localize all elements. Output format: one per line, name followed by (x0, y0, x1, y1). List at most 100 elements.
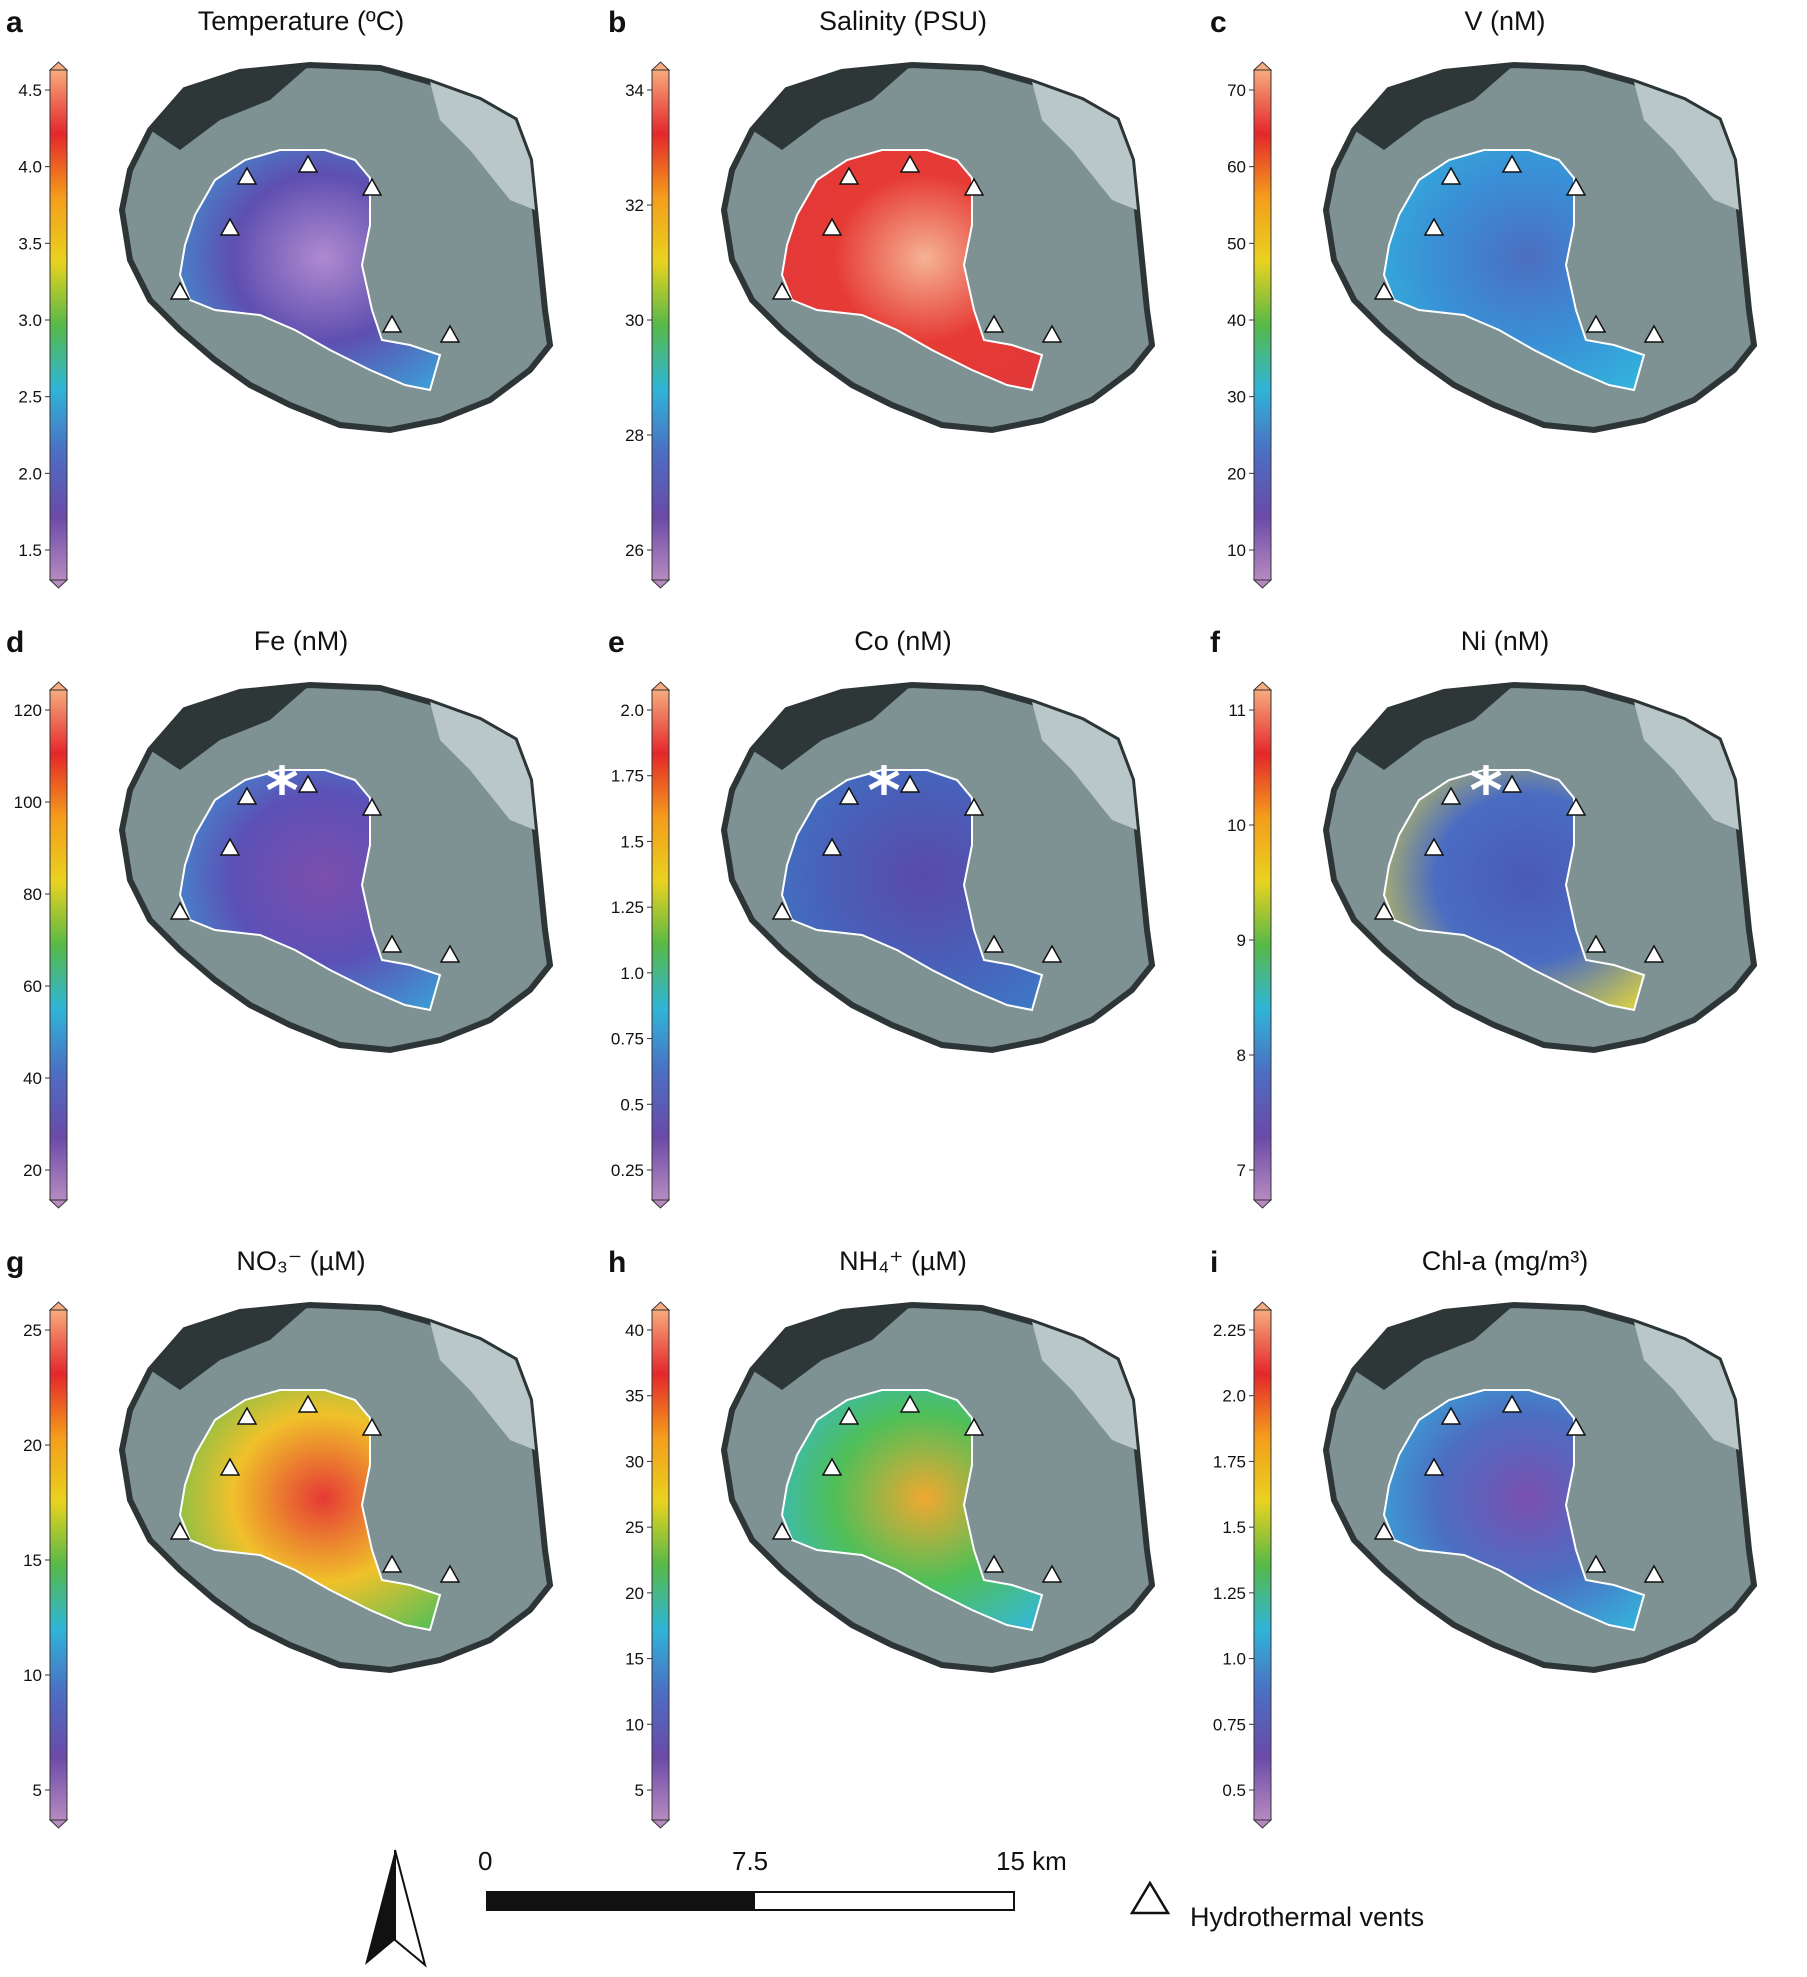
caldera-bay (780, 1389, 1044, 1632)
hydrothermal-vent-marker (297, 1394, 319, 1413)
colorbar-tick-label: 5 (635, 1781, 644, 1800)
colorbar-cap (48, 681, 69, 691)
north-arrow-icon (365, 1849, 427, 1968)
triangle-icon (1129, 1880, 1171, 1915)
colorbar-tick-label: 1.5 (18, 541, 42, 560)
asterisk-marker: * (1469, 755, 1502, 829)
map-graphic-b: 34 32 30 28 26 (625, 61, 1156, 589)
hydrothermal-vent-marker (361, 797, 383, 816)
colorbar-tick-label: 100 (14, 793, 42, 812)
relief-shadow (150, 685, 310, 770)
colorbar-tick-label: 0.5 (620, 1095, 644, 1114)
colorbar (49, 1309, 68, 1821)
colorbar-tick-label: 32 (625, 196, 644, 215)
hydrothermal-vent-marker (236, 786, 258, 805)
colorbar-tick-label: 3.5 (18, 234, 42, 253)
map-panel-b: 34 32 30 28 26 b Salinity (PSU) (602, 0, 1204, 620)
colorbar-tick-label: 10 (1227, 541, 1246, 560)
colorbar (651, 1309, 670, 1821)
colorbar-tick-label: 1.0 (620, 964, 644, 983)
colorbar-tick-label: 25 (625, 1518, 644, 1537)
colorbar (651, 69, 670, 581)
relief-highlight (430, 702, 535, 830)
hydrothermal-vent-marker (169, 901, 191, 920)
colorbar-tick-label: 2.0 (1222, 1387, 1246, 1406)
hydrothermal-vent-marker (821, 837, 843, 856)
hydrothermal-vent-marker (1373, 281, 1395, 300)
hydrothermal-vent-marker (1565, 177, 1587, 196)
colorbar (49, 69, 68, 581)
hydrothermal-vent-marker (439, 1564, 461, 1583)
map-graphic-f: 11 10 9 8 7 * (1227, 681, 1758, 1209)
hydrothermal-vent-marker (983, 1554, 1005, 1573)
colorbar-tick-label: 11 (1228, 701, 1246, 720)
colorbar-tick-label: 15 (625, 1650, 644, 1669)
hydrothermal-vent-marker (297, 154, 319, 173)
scale-label-7-5: 7.5 (732, 1846, 769, 1876)
map-panel-e: 2.0 1.75 1.5 1.25 1.0 0.75 0.5 0.25 * e Co (nM) (602, 620, 1204, 1240)
panel-title: Co (nM) (854, 626, 952, 656)
colorbar-tick-label: 30 (625, 311, 644, 330)
relief-shadow (752, 1305, 912, 1390)
panel-title: Salinity (PSU) (818, 6, 988, 36)
colorbar-tick-label: 10 (23, 1666, 42, 1685)
scale-label-15km: 15 km (996, 1846, 1067, 1876)
hydrothermal-vent-marker (381, 934, 403, 953)
hydrothermal-vent-marker (169, 281, 191, 300)
hydrothermal-vent-marker (1440, 786, 1462, 805)
hydrothermal-vent-marker (1423, 1457, 1445, 1476)
colorbar-tick-label: 60 (1227, 158, 1246, 177)
map-panel-c: 70 60 50 40 30 20 10 c V (nM) (1204, 0, 1806, 620)
hydrothermal-vent-marker (899, 154, 921, 173)
colorbar-cap (650, 1301, 671, 1311)
hydrothermal-vent-marker (1423, 217, 1445, 236)
colorbar-tick-label: 0.75 (611, 1030, 644, 1049)
colorbar (49, 689, 68, 1201)
hydrothermal-vent-marker (361, 1417, 383, 1436)
colorbar-cap (1252, 61, 1273, 71)
asterisk-marker: * (265, 755, 298, 829)
panel-letter: c (1210, 6, 1227, 39)
map-graphic-d: 120 100 80 60 40 20 * (14, 681, 554, 1209)
colorbar-tick-label: 0.5 (1222, 1781, 1246, 1800)
panel-title: Temperature (ºC) (197, 6, 405, 36)
panel-letter: h (608, 1246, 627, 1279)
colorbar-tick-label: 10 (625, 1715, 644, 1734)
island-map: * (1322, 681, 1758, 1054)
colorbar-tick-label: 20 (625, 1584, 644, 1603)
colorbar-cap (650, 1199, 671, 1209)
scale-label-0: 0 (478, 1846, 493, 1876)
map-panel-h: 40 35 30 25 20 15 10 5 h NH₄⁺ (µM) (602, 1240, 1204, 1860)
relief-shadow (150, 1305, 310, 1390)
hydrothermal-vent-marker (1565, 797, 1587, 816)
hydrothermal-vent-marker (236, 166, 258, 185)
island-map (1322, 61, 1758, 434)
panel-title: NO₃⁻ (µM) (236, 1246, 366, 1276)
relief-highlight (1032, 1322, 1137, 1450)
relief-highlight (1634, 702, 1739, 830)
colorbar-tick-label: 0.25 (611, 1161, 644, 1180)
colorbar-tick-label: 4.0 (18, 158, 42, 177)
colorbar-tick-label: 120 (14, 701, 42, 720)
colorbar-tick-label: 28 (625, 426, 644, 445)
island-map (1322, 1301, 1758, 1674)
colorbar-cap (48, 579, 69, 589)
colorbar-tick-label: 7 (1237, 1161, 1246, 1180)
colorbar-tick-label: 1.0 (1222, 1650, 1246, 1669)
colorbar-cap (1252, 1199, 1273, 1209)
caldera-bay (178, 1389, 442, 1632)
map-footer: 0 7.5 15 km Hydrothermal vents (0, 1840, 1807, 1972)
hydrothermal-vent-marker (771, 901, 793, 920)
colorbar-tick-label: 20 (23, 1161, 42, 1180)
colorbar-tick-label: 1.25 (1213, 1584, 1246, 1603)
relief-shadow (150, 65, 310, 150)
hydrothermal-vent-marker (821, 217, 843, 236)
colorbar-tick-label: 40 (1227, 311, 1246, 330)
map-panel-g: 25 20 15 10 5 g NO₃⁻ (µM) (0, 1240, 602, 1860)
panel-letter: g (6, 1246, 25, 1279)
caldera-bay (1382, 149, 1646, 392)
hydrothermal-vent-marker (381, 1554, 403, 1573)
hydrothermal-vent-marker (899, 774, 921, 793)
map-graphic-a: 4.5 4.0 3.5 3.0 2.5 2.0 1.5 (18, 61, 554, 589)
map-graphic-e: 2.0 1.75 1.5 1.25 1.0 0.75 0.5 0.25 * (611, 681, 1156, 1209)
